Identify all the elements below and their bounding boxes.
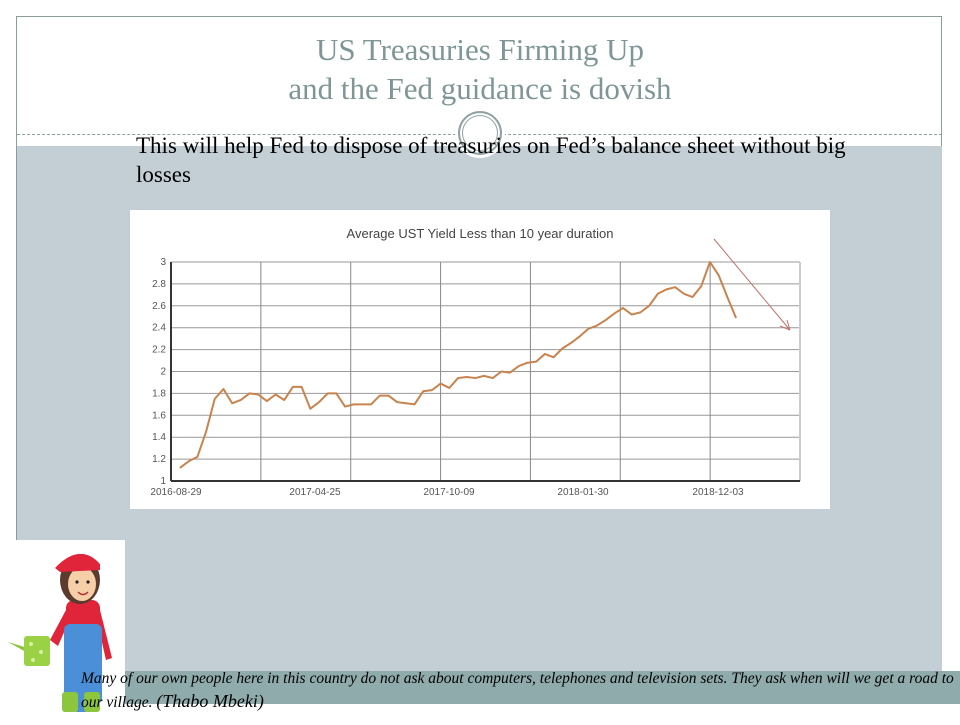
data-point bbox=[700, 285, 702, 287]
data-point bbox=[179, 467, 181, 469]
data-point bbox=[561, 348, 563, 350]
data-point bbox=[692, 296, 694, 298]
data-point bbox=[283, 399, 285, 401]
data-point bbox=[726, 296, 728, 298]
data-point bbox=[327, 392, 329, 394]
y-tick-label: 3 bbox=[160, 257, 166, 268]
y-tick-label: 2.8 bbox=[152, 279, 166, 290]
y-tick-label: 2.6 bbox=[152, 301, 166, 312]
data-point bbox=[396, 401, 398, 403]
data-point bbox=[474, 377, 476, 379]
data-point bbox=[405, 402, 407, 404]
data-point bbox=[683, 293, 685, 295]
data-point bbox=[222, 388, 224, 390]
data-point bbox=[718, 274, 720, 276]
data-point bbox=[309, 408, 311, 410]
data-point bbox=[631, 314, 633, 316]
data-point bbox=[518, 365, 520, 367]
data-point bbox=[361, 403, 363, 405]
y-tick-label: 2.2 bbox=[152, 345, 166, 356]
data-point bbox=[492, 377, 494, 379]
data-point bbox=[735, 317, 737, 319]
data-point bbox=[466, 376, 468, 378]
data-point bbox=[292, 386, 294, 388]
y-tick-label: 1 bbox=[160, 476, 166, 487]
quote-author: (Thabo Mbeki) bbox=[156, 691, 264, 711]
data-point bbox=[214, 398, 216, 400]
data-point bbox=[674, 286, 676, 288]
data-point bbox=[483, 375, 485, 377]
chart-title: Average UST Yield Less than 10 year dura… bbox=[346, 226, 614, 241]
data-point bbox=[301, 386, 303, 388]
title-line-2: and the Fed guidance is dovish bbox=[288, 71, 672, 106]
data-point bbox=[639, 311, 641, 313]
data-point bbox=[527, 362, 528, 364]
chart-svg: 1 1.2 1.4 1.6 1.8 2 2.2 2.4 2.6 2.8 3 2016-08-29 201… bbox=[150, 238, 801, 498]
data-point bbox=[613, 312, 615, 314]
watering-can-icon bbox=[8, 636, 50, 666]
data-point bbox=[414, 403, 416, 405]
data-point bbox=[196, 456, 198, 458]
data-point bbox=[605, 319, 607, 321]
data-point bbox=[344, 406, 346, 408]
y-tick-label: 1.4 bbox=[152, 432, 166, 443]
slide-title: US Treasuries Firming Up and the Fed gui… bbox=[0, 30, 960, 108]
slide-subtitle: This will help Fed to dispose of treasur… bbox=[136, 133, 846, 187]
data-point bbox=[188, 460, 190, 462]
y-tick-label: 1.6 bbox=[152, 410, 166, 421]
quote-text: Many of our own people here in this coun… bbox=[81, 670, 954, 711]
trend-arrow bbox=[713, 238, 791, 331]
divider-ring-ornament bbox=[455, 108, 505, 158]
y-tick-label: 2 bbox=[160, 367, 166, 378]
data-point bbox=[422, 390, 424, 392]
data-point bbox=[335, 392, 337, 394]
data-point bbox=[657, 293, 659, 295]
y-tick-label: 1.8 bbox=[152, 388, 166, 399]
data-point bbox=[666, 288, 667, 290]
y-tick-label: 2.4 bbox=[152, 323, 166, 334]
data-point bbox=[370, 403, 372, 405]
data-point bbox=[231, 402, 233, 404]
data-point bbox=[249, 392, 250, 394]
x-tick-label: 2016-08-29 bbox=[150, 487, 202, 498]
data-point bbox=[275, 393, 277, 395]
data-point bbox=[509, 372, 511, 374]
data-point bbox=[353, 403, 355, 405]
title-line-1: US Treasuries Firming Up bbox=[315, 32, 645, 67]
data-point bbox=[379, 395, 381, 397]
data-point bbox=[205, 431, 207, 433]
data-point bbox=[579, 335, 581, 337]
y-tick-label: 1.2 bbox=[152, 454, 166, 465]
data-point bbox=[457, 377, 459, 379]
data-point bbox=[622, 307, 624, 309]
data-point bbox=[500, 371, 502, 372]
data-point bbox=[544, 353, 546, 355]
x-tick-label: 2017-04-25 bbox=[289, 487, 341, 498]
data-point bbox=[266, 400, 268, 402]
x-tick-label: 2018-01-30 bbox=[557, 487, 609, 498]
trend-arrowhead-icon bbox=[779, 319, 791, 331]
x-tick-label: 2017-10-09 bbox=[423, 487, 475, 498]
data-point bbox=[535, 361, 537, 363]
data-point bbox=[431, 389, 433, 391]
data-point bbox=[440, 383, 442, 385]
gardener-girl-illustration bbox=[0, 540, 125, 720]
data-point bbox=[570, 342, 572, 344]
footer-band bbox=[125, 671, 960, 704]
data-point bbox=[648, 305, 650, 307]
data-point bbox=[553, 356, 555, 358]
x-tick-label: 2018-12-03 bbox=[692, 487, 744, 498]
data-point bbox=[596, 325, 598, 327]
data-point bbox=[318, 401, 320, 403]
data-point bbox=[388, 395, 389, 397]
yield-chart: Average UST Yield Less than 10 year dura… bbox=[130, 210, 830, 509]
data-point bbox=[448, 387, 450, 389]
data-point bbox=[709, 261, 711, 263]
footer-quote: Many of our own people here in this coun… bbox=[81, 668, 960, 714]
data-point bbox=[257, 393, 259, 395]
data-point bbox=[587, 328, 589, 330]
data-point bbox=[240, 399, 242, 401]
